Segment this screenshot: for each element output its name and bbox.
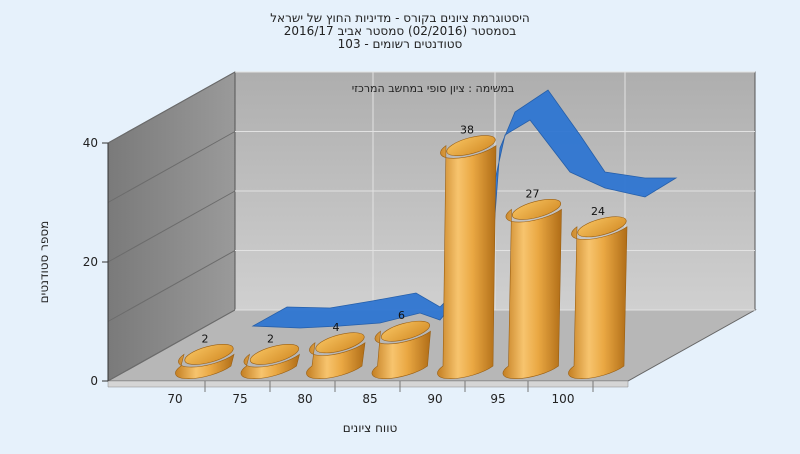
- bar: [240, 344, 300, 379]
- title-line-3: סטודנטים רשומים - 103: [338, 37, 463, 51]
- x-tick-label: 70: [167, 392, 182, 406]
- data-label: 4: [333, 321, 340, 334]
- y-tick-label: 20: [83, 255, 98, 269]
- bar: [175, 344, 235, 379]
- title-line-1: היסטוגרמת ציונים בקורס - מדיניות החוץ של…: [270, 11, 530, 25]
- bar-body: [568, 226, 628, 379]
- x-tick-label: 75: [232, 392, 247, 406]
- x-tick-label: 85: [362, 392, 377, 406]
- bar-body: [371, 330, 431, 379]
- gridline-side: [107, 309, 236, 382]
- trend-ribbon-shape: [251, 89, 678, 329]
- floor-front-edge: [107, 380, 629, 388]
- bar-cap: [446, 135, 496, 156]
- bar-cap: [249, 344, 300, 365]
- bar-body: [175, 353, 235, 379]
- bar-body: [240, 353, 300, 379]
- x-tick-label: 90: [427, 392, 442, 406]
- bar: [437, 135, 497, 379]
- gridline-side: [107, 250, 236, 322]
- bar: [568, 216, 628, 379]
- y-axis-title: מספר סטודנטים: [37, 221, 51, 304]
- data-label: 2: [267, 332, 274, 345]
- x-tick-label: 100: [552, 392, 575, 406]
- data-label: 38: [460, 124, 474, 137]
- bar: [502, 199, 562, 379]
- x-tick-label: 95: [490, 392, 505, 406]
- title-line-2: בסמסטר (02/2016) סמסטר אביב 2016/17: [284, 24, 516, 38]
- bar-cap: [184, 344, 234, 365]
- bar: [371, 320, 431, 379]
- trend-ribbon: [251, 89, 678, 329]
- bar-cap: [315, 332, 365, 354]
- chart-title: היסטוגרמת ציונים בקורס - מדיניות החוץ של…: [270, 11, 530, 51]
- bar-cap: [577, 216, 627, 238]
- y-tick-label: 40: [83, 136, 98, 150]
- chart-subtitle: במשימה : ציון סופי במחשב המרכזי: [352, 82, 515, 95]
- data-label: 6: [398, 309, 405, 322]
- x-axis: 70 75 80 85 90 95 100: [167, 381, 594, 406]
- data-label: 24: [591, 205, 605, 218]
- data-label: 2: [202, 332, 209, 345]
- bars: [175, 135, 628, 379]
- x-tick-label: 80: [297, 392, 312, 406]
- bar-body: [306, 342, 366, 379]
- x-axis-title: טווח ציונים: [343, 421, 398, 435]
- gridline-side: [107, 190, 236, 263]
- gridline-side: [107, 131, 236, 203]
- bar: [306, 332, 366, 379]
- bar-cap: [511, 199, 562, 220]
- bar-body: [502, 208, 562, 379]
- y-axis: 0 20 40: [83, 136, 109, 388]
- bar-cap: [380, 320, 431, 342]
- gridline-side: [107, 71, 236, 144]
- data-label: 27: [526, 187, 540, 200]
- bar-body: [437, 145, 497, 379]
- y-tick-label: 0: [90, 374, 98, 388]
